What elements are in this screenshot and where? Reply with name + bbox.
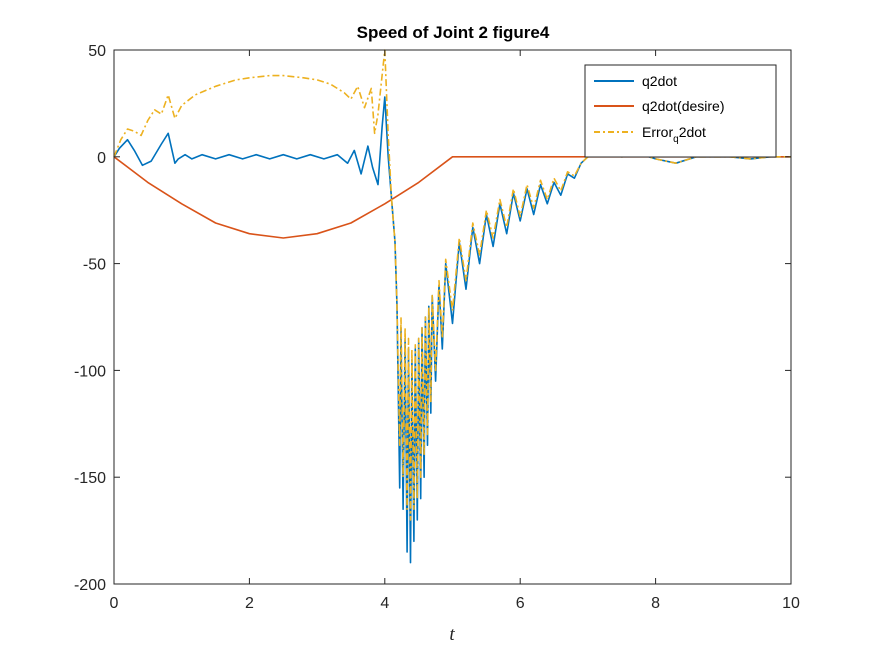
x-tick-label: 4 — [380, 595, 389, 612]
legend-label-desired: q2dot(desire) — [642, 98, 725, 114]
y-tick-label: 50 — [88, 43, 106, 60]
axes-box — [113, 49, 792, 585]
legend-label-error: Errorq2dot — [642, 124, 706, 145]
legend-error-sub: q — [673, 134, 679, 145]
x-tick-label: 10 — [782, 595, 800, 612]
y-tick-label: -150 — [74, 470, 106, 487]
chart-title: Speed of Joint 2 figure4 — [357, 23, 550, 42]
legend-error-suffix: 2dot — [679, 124, 706, 140]
x-tick-label: 2 — [245, 595, 254, 612]
y-tick-label: 0 — [97, 150, 106, 167]
series-line-0 — [113, 96, 791, 564]
legend-label-q2dot: q2dot — [642, 73, 677, 89]
legend: q2dot q2dot(desire) Errorq2dot — [584, 64, 777, 158]
series-line-2 — [113, 49, 791, 521]
legend-error-prefix: Error — [642, 124, 673, 140]
x-axis-label: t — [449, 624, 455, 645]
x-tick-label: 8 — [651, 595, 660, 612]
ticks-group: 0 2 4 6 8 10 50 0 -50 -100 -150 -200 — [74, 43, 800, 612]
x-tick-label: 6 — [516, 595, 525, 612]
y-tick-label: -100 — [74, 363, 106, 380]
x-tick-label: 0 — [110, 595, 119, 612]
y-tick-label: -200 — [74, 577, 106, 594]
y-tick-label: -50 — [83, 257, 106, 274]
